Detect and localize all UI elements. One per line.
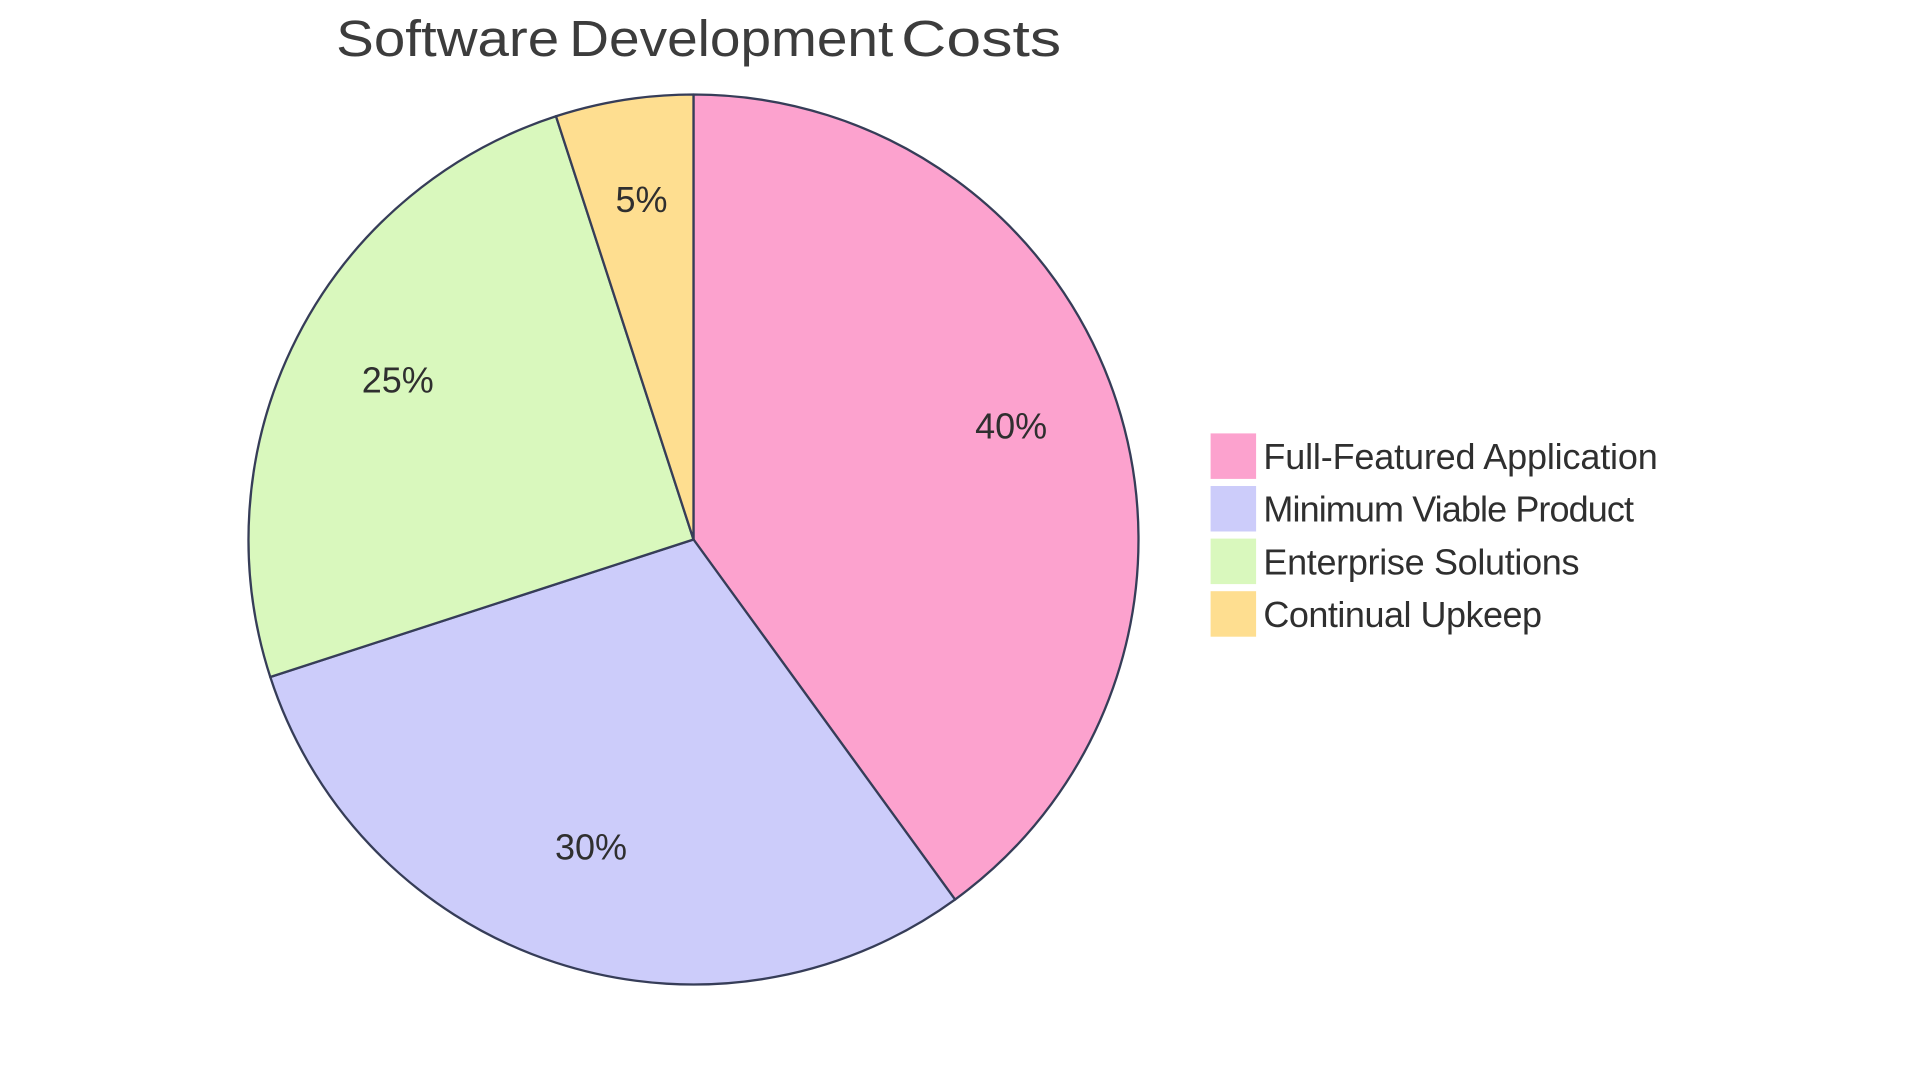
svg-text:25%: 25% <box>362 359 434 400</box>
svg-text:30%: 30% <box>555 827 627 868</box>
svg-text:Software Development C: Software Development Costs <box>336 10 1061 67</box>
svg-text:5%: 5% <box>615 179 667 220</box>
svg-text:40%: 40% <box>975 405 1047 446</box>
svg-text:Continual Upkeep: Continual Upkeep <box>1263 594 1541 635</box>
svg-text:Enterprise Solutions: Enterprise Solutions <box>1263 541 1579 582</box>
svg-text:Full-Featured Application: Full-Featured Application <box>1263 436 1657 477</box>
svg-text:Minimum Viable Product: Minimum Viable Product <box>1263 489 1634 530</box>
